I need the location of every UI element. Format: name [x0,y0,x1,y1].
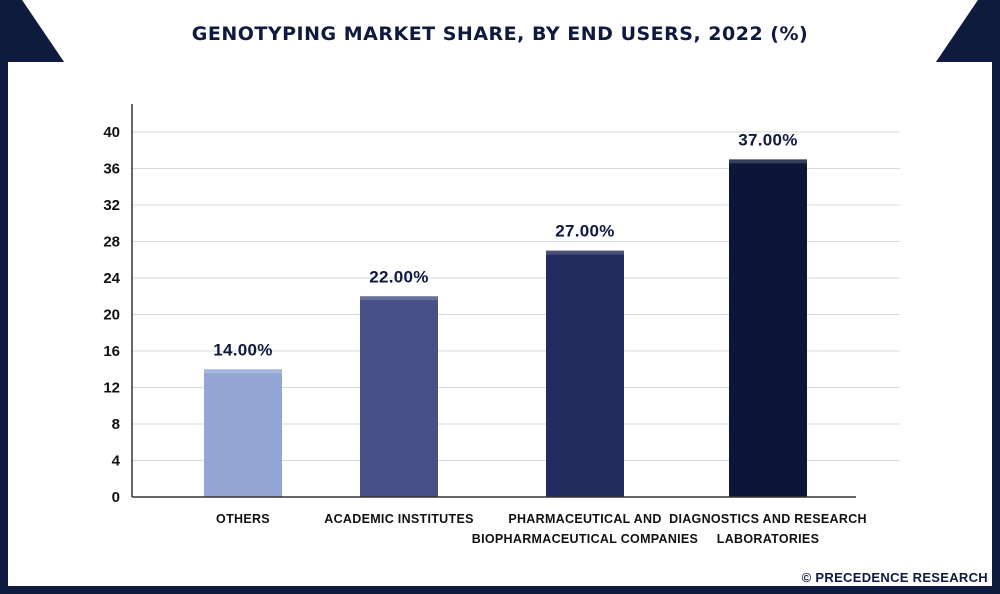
chart-panel [8,62,992,586]
y-tick-label: 40 [103,124,120,141]
bar-highlight [546,250,624,255]
x-category-label: DIAGNOSTICS AND RESEARCH [669,512,867,526]
title-banner: GENOTYPING MARKET SHARE, BY END USERS, 2… [0,0,1000,62]
y-tick-label: 28 [103,234,120,251]
y-tick-label: 20 [103,307,120,324]
y-tick-label: 32 [103,197,120,214]
bar [729,159,807,497]
banner-plate [22,0,978,62]
y-tick-label: 8 [112,416,120,433]
x-category-label: BIOPHARMACEUTICAL COMPANIES [472,532,698,546]
bar [546,250,624,497]
x-category-label: PHARMACEUTICAL AND [508,512,661,526]
bar-highlight [360,296,438,301]
x-category-label: LABORATORIES [717,532,819,546]
bar [204,369,282,497]
bar-highlight [729,159,807,164]
axes [131,104,856,498]
banner-right-corner [936,0,1000,62]
x-category-label: OTHERS [216,512,270,526]
y-tick-label: 4 [112,453,121,470]
bar-highlight [204,369,282,374]
data-labels: 14.00% 22.00% 27.00% 37.00% [213,130,797,359]
data-label: 27.00% [555,222,614,241]
source-credit: © PRECEDENCE RESEARCH [802,570,988,585]
y-tick-label: 24 [103,270,120,287]
y-tick-label: 0 [112,489,120,506]
y-tick-label: 12 [103,380,120,397]
y-tick-label: 36 [103,161,120,178]
category-labels: OTHERS ACADEMIC INSTITUTES PHARMACEUTICAL … [216,512,867,546]
banner-left-corner [0,0,64,62]
y-tick-label: 16 [103,343,120,360]
data-label: 22.00% [369,267,428,286]
bars [204,159,807,497]
x-category-label: ACADEMIC INSTITUTES [324,512,473,526]
data-label: 37.00% [738,130,797,149]
data-label: 14.00% [213,340,272,359]
chart-title: GENOTYPING MARKET SHARE, BY END USERS, 2… [192,23,808,45]
y-axis-ticks: 0 4 8 12 16 20 24 28 32 36 40 [103,124,120,506]
bar [360,296,438,497]
